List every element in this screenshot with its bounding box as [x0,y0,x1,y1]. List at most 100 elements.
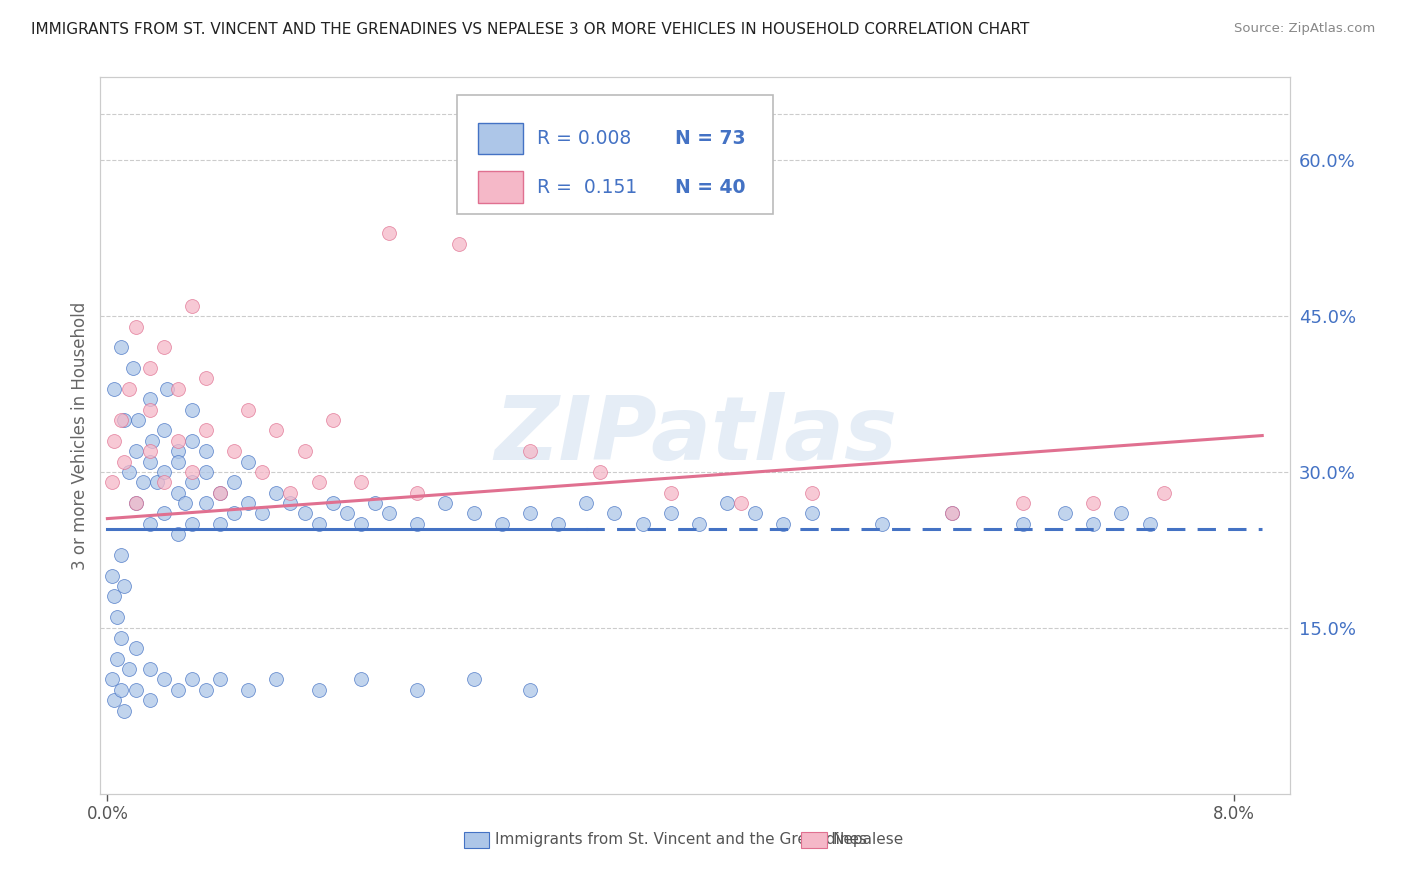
Point [124,682,146,697]
Point [110,631,132,645]
Point [110,548,132,562]
Point [138,454,160,468]
Point [308,516,330,531]
Point [138,402,160,417]
Text: ZIPatlas: ZIPatlas [494,392,897,479]
Point [800,485,823,500]
Point [209,485,232,500]
Point [121,361,143,376]
Point [224,475,246,490]
Point [152,340,174,354]
Point [145,475,167,490]
Point [103,382,125,396]
Point [252,465,274,479]
Point [138,662,160,676]
Point [124,444,146,458]
Point [1153,485,1175,500]
Point [744,507,766,521]
Point [688,516,710,531]
Y-axis label: 3 or more Vehicles in Household: 3 or more Vehicles in Household [72,301,89,570]
Point [112,579,135,593]
Point [659,485,682,500]
Point [209,673,232,687]
Point [105,651,128,665]
Point [1083,496,1105,510]
Point [308,475,330,490]
Point [519,507,541,521]
Point [378,507,401,521]
Text: Nepalese: Nepalese [832,832,904,847]
Point [138,392,160,407]
Point [350,475,373,490]
Point [103,590,125,604]
Point [406,682,429,697]
Point [180,402,202,417]
Point [280,496,302,510]
Point [631,516,654,531]
Point [1111,507,1133,521]
Point [138,361,160,376]
Point [194,496,217,510]
Point [100,475,122,490]
Point [238,454,260,468]
Point [350,516,373,531]
Point [173,496,195,510]
Point [110,682,132,697]
Point [124,641,146,656]
Point [100,568,122,582]
Point [180,475,202,490]
Point [266,485,288,500]
Point [1139,516,1161,531]
Point [180,299,202,313]
Point [194,371,217,385]
Point [110,340,132,354]
Point [117,662,139,676]
Point [463,507,485,521]
Point [141,434,163,448]
Point [730,496,752,510]
Point [491,516,513,531]
Point [434,496,457,510]
Point [238,496,260,510]
Bar [478,171,523,202]
Point [166,444,188,458]
Point [112,413,135,427]
Point [519,682,541,697]
Text: N = 40: N = 40 [675,178,745,196]
Point [155,382,177,396]
Point [138,444,160,458]
Point [1011,496,1033,510]
Point [100,673,122,687]
Point [224,507,246,521]
Point [103,693,125,707]
Point [152,475,174,490]
Point [180,434,202,448]
Point [127,413,149,427]
Point [266,673,288,687]
Point [209,516,232,531]
Point [138,516,160,531]
Point [364,496,387,510]
Point [266,423,288,437]
Point [406,516,429,531]
Point [308,682,330,697]
Point [124,319,146,334]
Text: Source: ZipAtlas.com: Source: ZipAtlas.com [1234,22,1375,36]
Point [350,673,373,687]
Point [589,465,612,479]
Point [180,516,202,531]
Text: Immigrants from St. Vincent and the Grenadines: Immigrants from St. Vincent and the Gren… [495,832,868,847]
Point [547,516,569,531]
Point [117,382,139,396]
Point [152,673,174,687]
Point [138,693,160,707]
Point [110,413,132,427]
FancyBboxPatch shape [457,95,773,213]
Point [322,413,344,427]
Point [1054,507,1077,521]
Point [575,496,598,510]
Point [449,236,471,251]
Point [166,682,188,697]
Point [112,704,135,718]
Point [252,507,274,521]
